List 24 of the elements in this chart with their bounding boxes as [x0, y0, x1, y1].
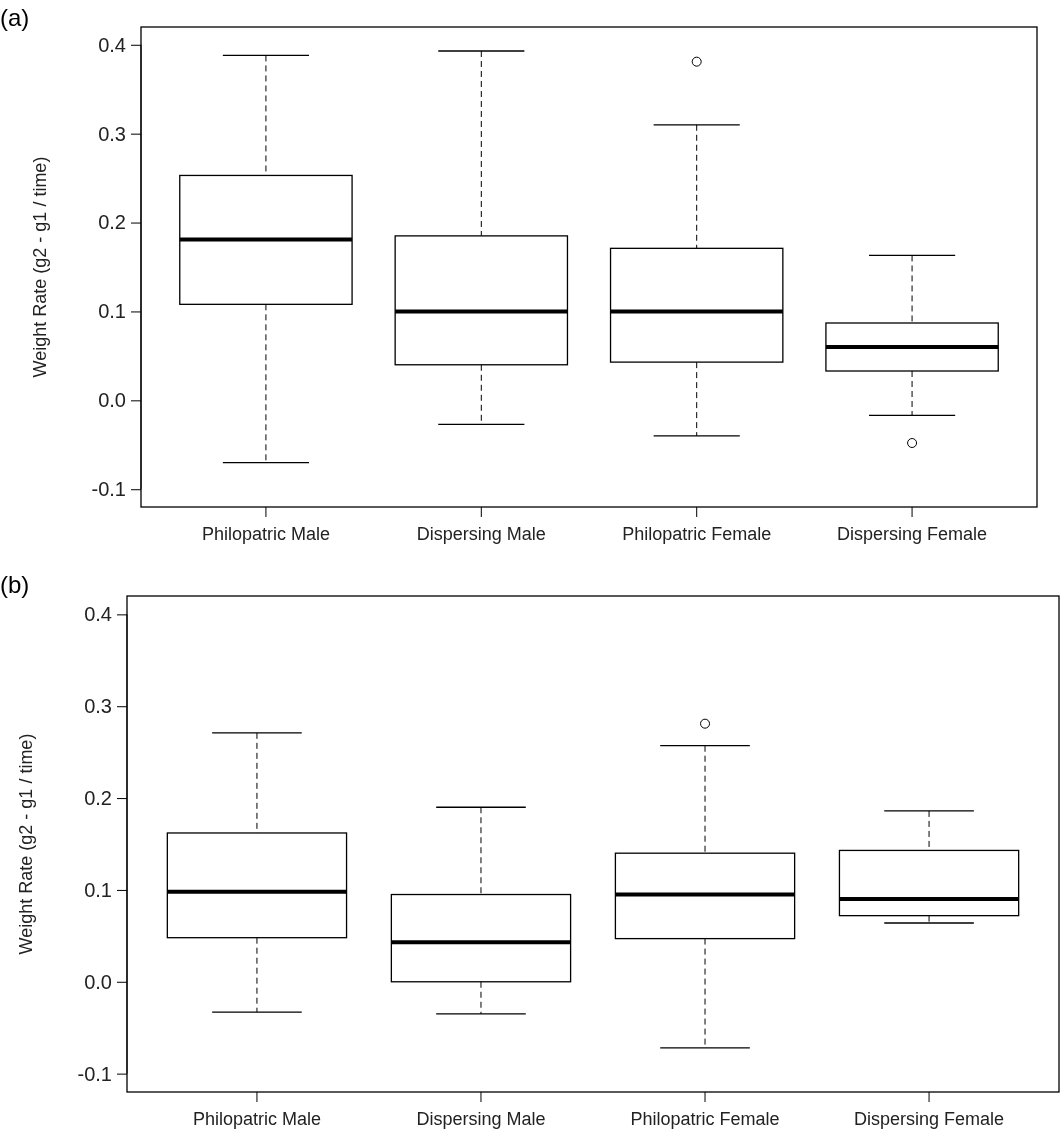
x-tick-label: Philopatric Male: [201, 523, 330, 544]
y-tick-label: 0.0: [98, 389, 126, 412]
y-tick-label: 0.3: [98, 122, 126, 145]
x-tick-label: Dispersing Male: [416, 523, 546, 544]
x-tick-label: Philopatric Male: [192, 1108, 321, 1129]
chart-title: (a): [0, 4, 30, 31]
y-tick-label: 0.1: [98, 300, 126, 323]
x-tick-label: Philopatric Female: [630, 1108, 780, 1129]
y-axis-title: Weight Rate (g2 - g1 / time): [16, 733, 36, 955]
y-tick-label: 0.2: [98, 211, 126, 234]
x-tick-label: Dispersing Male: [416, 1108, 546, 1129]
y-tick-label: 0.2: [84, 786, 112, 809]
x-tick-label: Dispersing Female: [837, 523, 988, 544]
chart-title: (b): [0, 571, 30, 598]
x-tick-label: Philopatric Female: [622, 523, 772, 544]
y-axis-title: Weight Rate (g2 - g1 / time): [30, 156, 50, 378]
y-tick-label: 0.4: [84, 603, 112, 626]
y-tick-label: -0.1: [91, 478, 126, 501]
y-tick-label: 0.1: [84, 878, 112, 901]
y-tick-label: 0.3: [84, 695, 112, 718]
y-tick-label: 0.0: [84, 970, 112, 993]
x-tick-label: Dispersing Female: [854, 1108, 1005, 1129]
y-tick-label: 0.4: [98, 33, 126, 56]
y-tick-label: -0.1: [77, 1062, 112, 1085]
